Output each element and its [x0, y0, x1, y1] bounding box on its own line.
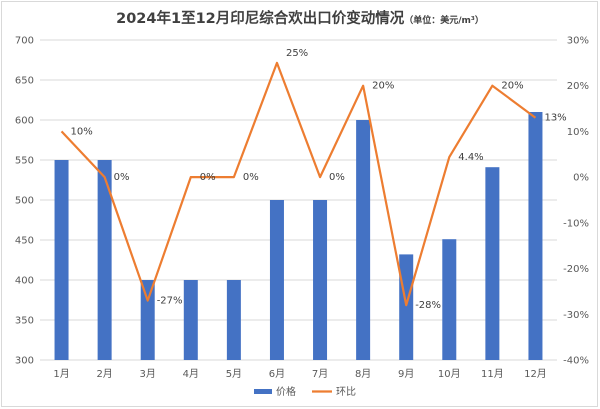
x-tick-label: 1月 — [53, 368, 69, 380]
bar — [140, 280, 155, 360]
left-tick-label: 700 — [15, 36, 34, 47]
x-tick-label: 6月 — [269, 368, 285, 380]
right-tick-label: -10% — [563, 218, 589, 229]
legend: 价格 环比 — [254, 385, 356, 398]
left-tick-label: 550 — [15, 156, 34, 167]
chart-title-main: 2024年1至12月印尼综合欢出口价变动情况 — [116, 9, 405, 27]
bar — [399, 254, 414, 360]
bar-series — [54, 112, 543, 360]
line-data-label: 10% — [71, 126, 93, 137]
x-tick-label: 5月 — [226, 368, 242, 380]
line-data-label: 20% — [501, 81, 523, 92]
x-tick-label: 12月 — [524, 368, 547, 380]
bar — [356, 120, 371, 360]
legend-line-label: 环比 — [336, 386, 356, 398]
left-axis-ticks: 300 350 400 450 500 550 600 650 700 — [15, 36, 34, 367]
left-tick-label: 450 — [15, 236, 34, 247]
bar — [226, 280, 241, 360]
line-data-label: 0% — [200, 172, 216, 183]
bar — [528, 112, 543, 360]
x-tick-label: 3月 — [140, 368, 156, 380]
right-tick-label: -30% — [563, 310, 589, 321]
x-axis-ticks: 1月 2月 3月 4月 5月 6月 7月 8月 9月 10月 11月 12月 — [53, 368, 546, 380]
bar — [313, 200, 328, 360]
legend-bar-swatch — [254, 389, 272, 394]
x-tick-label: 11月 — [481, 368, 504, 380]
bar — [97, 160, 112, 360]
bar — [54, 160, 69, 360]
right-tick-label: -40% — [563, 356, 589, 367]
x-tick-label: 4月 — [183, 368, 199, 380]
x-tick-label: 2月 — [96, 368, 112, 380]
chart-title-unit: （单位：美元/m³） — [404, 14, 484, 26]
x-tick-label: 8月 — [355, 368, 371, 380]
line-data-label: 0% — [329, 172, 345, 183]
bar — [485, 167, 500, 360]
data-labels: 10% 0% -27% 0% 0% 25% 0% 20% -28% 4.4% 20% 13% — [71, 48, 567, 311]
bar — [183, 280, 198, 360]
right-tick-label: 30% — [567, 36, 589, 47]
x-tick-label: 10月 — [438, 368, 461, 380]
left-tick-label: 350 — [15, 316, 34, 327]
line-data-label: 0% — [243, 172, 259, 183]
legend-bar-label: 价格 — [276, 385, 296, 398]
bar — [442, 239, 457, 360]
right-tick-label: 0% — [573, 173, 589, 184]
grid-lines — [40, 39, 557, 361]
line-data-label: 20% — [372, 81, 394, 92]
line-data-label: 0% — [114, 172, 130, 183]
right-axis-ticks: -40% -30% -20% -10% 0% 10% 20% 30% — [563, 36, 589, 367]
left-tick-label: 300 — [15, 356, 34, 367]
line-data-label: 25% — [286, 48, 308, 59]
line-data-label: -28% — [415, 300, 441, 311]
x-tick-label: 7月 — [312, 368, 328, 380]
line-series — [60, 61, 537, 307]
bar — [269, 200, 284, 360]
line-series-path — [60, 61, 537, 307]
x-tick-label: 9月 — [398, 368, 414, 380]
line-data-label: 4.4% — [458, 152, 483, 163]
left-tick-label: 500 — [15, 196, 34, 207]
right-tick-label: 20% — [567, 81, 589, 92]
left-tick-label: 650 — [15, 76, 34, 87]
left-tick-label: 400 — [15, 276, 34, 287]
line-data-label: 13% — [544, 113, 566, 124]
right-tick-label: -20% — [563, 264, 589, 275]
right-tick-label: 10% — [567, 127, 589, 138]
chart-title: 2024年1至12月印尼综合欢出口价变动情况（单位：美元/m³） — [116, 9, 484, 27]
left-tick-label: 600 — [15, 116, 34, 127]
line-data-label: -27% — [157, 296, 183, 307]
